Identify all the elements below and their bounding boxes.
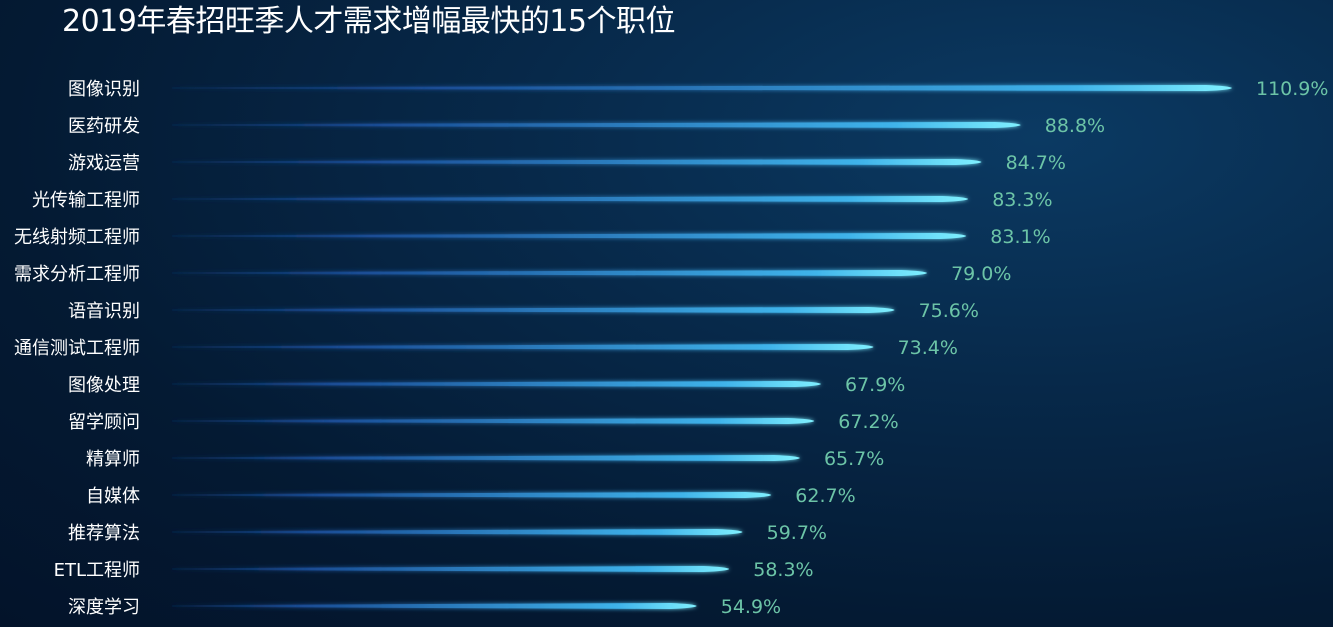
bar xyxy=(172,85,1232,91)
value-label: 83.3% xyxy=(992,189,1052,211)
bar xyxy=(172,603,697,609)
bar xyxy=(172,307,895,313)
category-label: 精算师 xyxy=(86,449,140,470)
category-label: 光传输工程师 xyxy=(32,190,140,211)
bar xyxy=(172,233,967,239)
value-label: 75.6% xyxy=(919,300,979,322)
category-label: 游戏运营 xyxy=(68,153,140,174)
value-label: 65.7% xyxy=(824,448,884,470)
bar xyxy=(172,529,743,535)
value-label: 84.7% xyxy=(1006,152,1066,174)
value-label: 83.1% xyxy=(990,226,1050,248)
value-label: 110.9% xyxy=(1256,78,1328,100)
value-label: 54.9% xyxy=(721,596,781,618)
bar xyxy=(172,418,815,424)
value-label: 73.4% xyxy=(898,337,958,359)
bar xyxy=(172,381,821,387)
bar xyxy=(172,196,969,202)
bar xyxy=(172,122,1021,128)
category-label: 留学顾问 xyxy=(68,412,140,433)
category-labels: 图像识别医药研发游戏运营光传输工程师无线射频工程师需求分析工程师语音识别通信测试… xyxy=(14,79,140,618)
category-label: 语音识别 xyxy=(68,301,140,322)
value-label: 67.9% xyxy=(845,374,905,396)
chart-title: 2019年春招旺季人才需求增幅最快的15个职位 xyxy=(62,4,676,39)
value-labels: 110.9% 88.8% 84.7% 83.3% 83.1% 79.0% 75.6% 73.4… xyxy=(721,78,1329,618)
category-label: 推荐算法 xyxy=(68,523,140,544)
category-label: 需求分析工程师 xyxy=(14,264,140,285)
category-label: 图像识别 xyxy=(68,79,140,100)
value-label: 67.2% xyxy=(838,411,898,433)
value-label: 59.7% xyxy=(767,522,827,544)
value-label: 79.0% xyxy=(951,263,1011,285)
value-label: 58.3% xyxy=(753,559,813,581)
value-label: 62.7% xyxy=(795,485,855,507)
category-label: ETL工程师 xyxy=(54,560,140,581)
category-label: 通信测试工程师 xyxy=(14,338,140,359)
bar xyxy=(172,455,800,461)
bars-group xyxy=(172,85,1232,609)
category-label: 深度学习 xyxy=(68,597,140,618)
bar xyxy=(172,159,982,165)
category-label: 自媒体 xyxy=(86,486,140,507)
value-label: 88.8% xyxy=(1045,115,1105,137)
bar xyxy=(172,270,928,276)
bar xyxy=(172,344,874,350)
category-label: 无线射频工程师 xyxy=(14,227,140,248)
category-label: 图像处理 xyxy=(68,375,140,396)
bar xyxy=(172,492,772,498)
category-label: 医药研发 xyxy=(68,116,140,137)
bar xyxy=(172,566,730,572)
